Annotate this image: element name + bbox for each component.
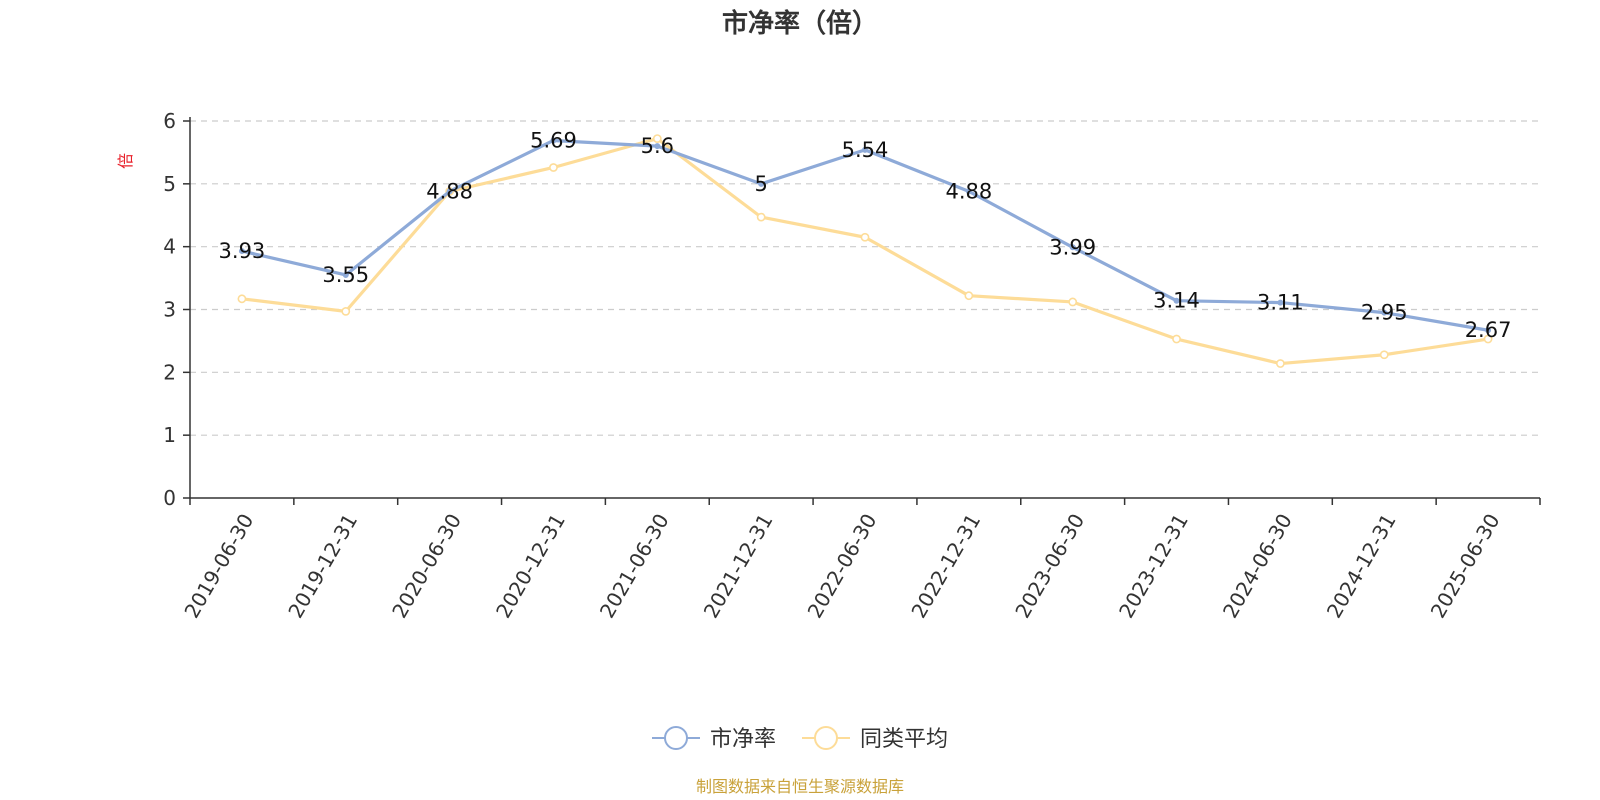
series-2-point[interactable]	[1275, 359, 1285, 368]
series-2-point[interactable]	[1068, 297, 1078, 307]
x-tick-label: 2024-06-30	[1218, 510, 1297, 623]
source-note: 制图数据来自恒生聚源数据库	[696, 777, 904, 796]
series-1-point[interactable]	[342, 271, 349, 278]
data-label: 2.67	[1465, 318, 1512, 342]
x-tick-label: 2021-12-31	[699, 510, 778, 623]
grid-lines	[190, 120, 1540, 436]
chart-title: 市净率（倍）	[722, 8, 878, 39]
series-1-point[interactable]	[1381, 309, 1388, 316]
y-tick-label: 5	[163, 172, 176, 196]
y-tick-label: 3	[163, 298, 176, 322]
axes: 0 1 2 3 4 5 6 2019-06-30 2019-12-31 2020-06-30 202…	[163, 109, 1541, 623]
series-1-point[interactable]	[238, 248, 245, 255]
data-label: 3.99	[1049, 235, 1096, 259]
series-1-point[interactable]	[1069, 244, 1076, 251]
legend-item-1[interactable]: 市净率	[652, 726, 776, 752]
series-2-point[interactable]	[1379, 350, 1389, 360]
data-label: 3.55	[322, 263, 369, 287]
x-tick-label: 2022-06-30	[803, 510, 882, 623]
x-tick-label: 2024-12-31	[1322, 510, 1401, 623]
series-2-point[interactable]	[964, 291, 974, 301]
legend-marker	[664, 726, 688, 750]
series-1-point[interactable]	[550, 137, 557, 144]
series-2-point[interactable]	[652, 134, 662, 143]
series-lines	[237, 134, 1493, 368]
data-label: 2.95	[1361, 301, 1408, 325]
y-tick-label: 2	[163, 360, 176, 384]
series-2-point[interactable]	[341, 306, 351, 316]
legend-label: 同类平均	[860, 727, 948, 752]
legend-marker	[814, 726, 838, 750]
series-2-point[interactable]	[860, 232, 870, 242]
y-axis-unit-label: 倍	[116, 153, 135, 169]
data-label: 4.88	[426, 179, 473, 203]
x-tick-label: 2022-12-31	[906, 510, 985, 623]
y-tick-label: 4	[163, 235, 176, 259]
series-1-point[interactable]	[862, 146, 868, 153]
series-line-2	[241, 136, 1489, 366]
series-2-point[interactable]	[237, 294, 247, 304]
series-2-point[interactable]	[1483, 334, 1493, 344]
x-tick-label: 2023-12-31	[1114, 510, 1193, 623]
x-tick-label: 2019-06-30	[179, 510, 258, 623]
y-tick-label: 1	[163, 423, 176, 447]
legend-label: 市净率	[710, 727, 776, 752]
data-label: 5.6	[641, 134, 674, 158]
legend[interactable]: 市净率 同类平均	[652, 726, 948, 752]
data-label: 3.11	[1257, 291, 1304, 315]
x-tick-label: 2020-12-31	[491, 510, 570, 623]
data-label: 5	[754, 172, 767, 196]
x-tick-label: 2020-06-30	[387, 509, 466, 622]
y-tick-label: 0	[163, 486, 176, 510]
x-tick-label: 2025-06-30	[1426, 510, 1505, 623]
series-1-point[interactable]	[1277, 299, 1284, 306]
data-label: 5.54	[842, 138, 889, 162]
series-1-point[interactable]	[446, 188, 453, 195]
data-label: 3.93	[219, 239, 266, 263]
series-1-point[interactable]	[758, 180, 765, 187]
series-2-point[interactable]	[756, 212, 766, 222]
series-2-point[interactable]	[1172, 334, 1181, 344]
x-tick-label: 2021-06-30	[595, 510, 674, 623]
series-1-point[interactable]	[654, 143, 661, 150]
data-label: 4.88	[945, 179, 992, 203]
series-2-point[interactable]	[549, 163, 558, 172]
y-tick-label: 6	[163, 109, 176, 133]
data-label: 3.14	[1153, 289, 1200, 313]
series-1-point[interactable]	[1173, 297, 1180, 304]
series-1-point[interactable]	[1485, 327, 1492, 334]
series-1-point[interactable]	[965, 188, 972, 195]
legend-item-2[interactable]: 同类平均	[802, 726, 948, 752]
data-label: 5.69	[530, 128, 577, 152]
x-tick-label: 2019-12-31	[283, 510, 362, 623]
x-tick-label: 2023-06-30	[1010, 510, 1089, 623]
data-labels: 3.93 3.55 4.88 5.69 5.6 5 5.54 4.88 3.99 3.14 3.11…	[219, 128, 1512, 342]
